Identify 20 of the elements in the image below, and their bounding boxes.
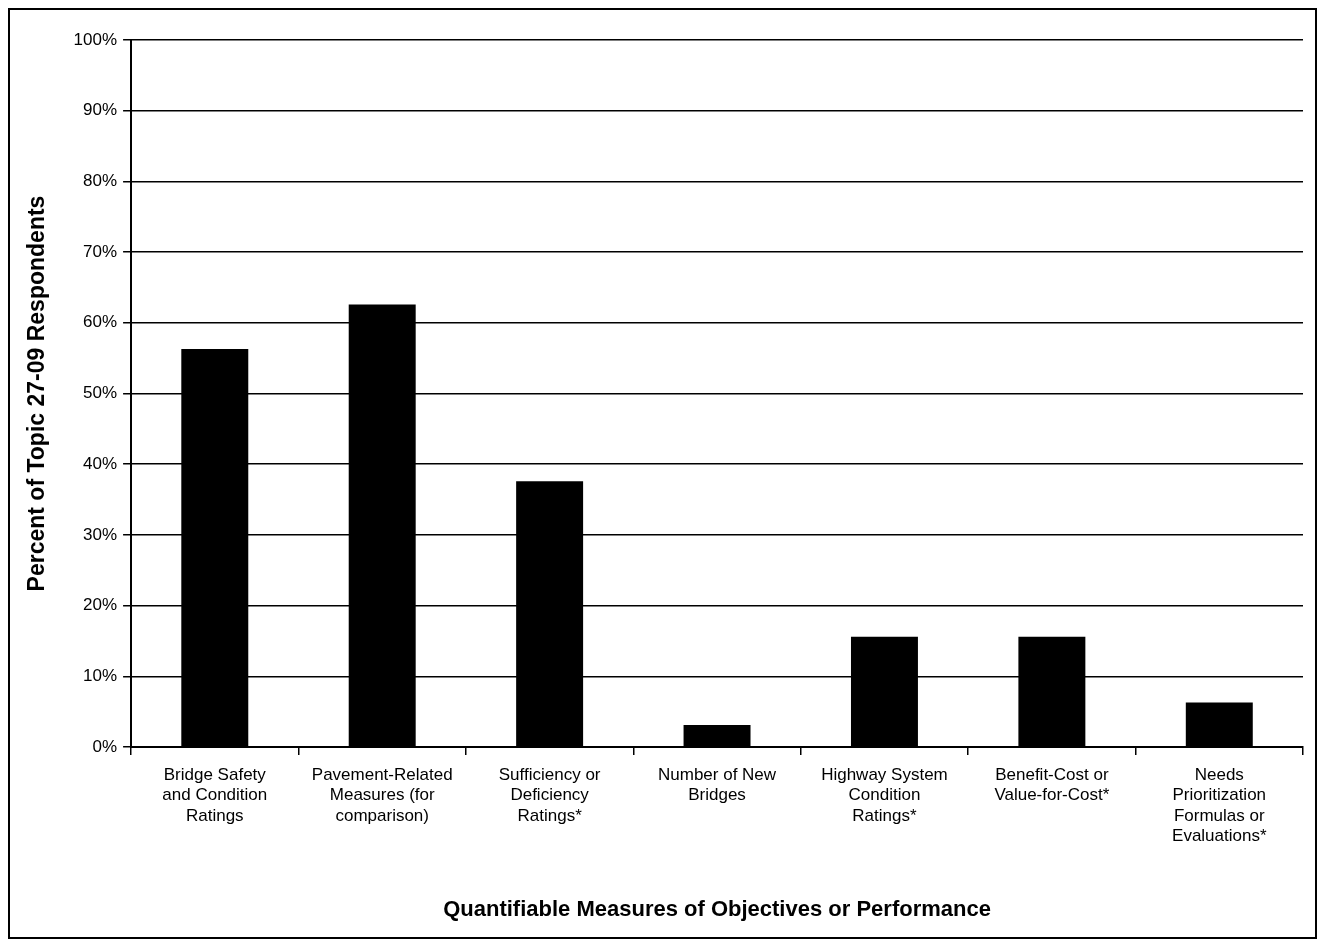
y-tick-label: 10% [83, 665, 118, 685]
y-tick-label: 60% [83, 312, 118, 332]
y-tick-label: 70% [83, 241, 118, 261]
y-tick-label: 20% [83, 595, 118, 615]
y-tick-label: 30% [83, 524, 118, 544]
x-tick-label: Pavement-Related Measures (for comparison) [311, 764, 453, 825]
y-tick-label: 40% [83, 453, 118, 473]
x-axis-title: Quantifiable Measures of Objectives or Performance [443, 895, 991, 921]
x-tick-label: Benefit-Cost or Value-for-Cost* [994, 764, 1110, 805]
y-tick-label: 0% [92, 736, 118, 756]
y-tick-label: 50% [83, 383, 118, 403]
y-tick-label: 80% [83, 171, 118, 191]
y-axis-title: Percent of Topic 27-09 Respondents [23, 195, 50, 592]
x-tick-label: Highway System Condition Ratings* [821, 764, 948, 825]
x-tick-label: Number of New Bridges [657, 764, 777, 805]
y-tick-label: 100% [73, 29, 118, 49]
x-tick-label: Bridge Safety and Condition Ratings [162, 764, 268, 825]
x-tick-label: Needs Prioritization Formulas or Evaluations* [1172, 764, 1267, 846]
y-tick-label: 90% [83, 100, 118, 120]
x-tick-label: Sufficiency or Deficiency Ratings* [498, 764, 601, 825]
